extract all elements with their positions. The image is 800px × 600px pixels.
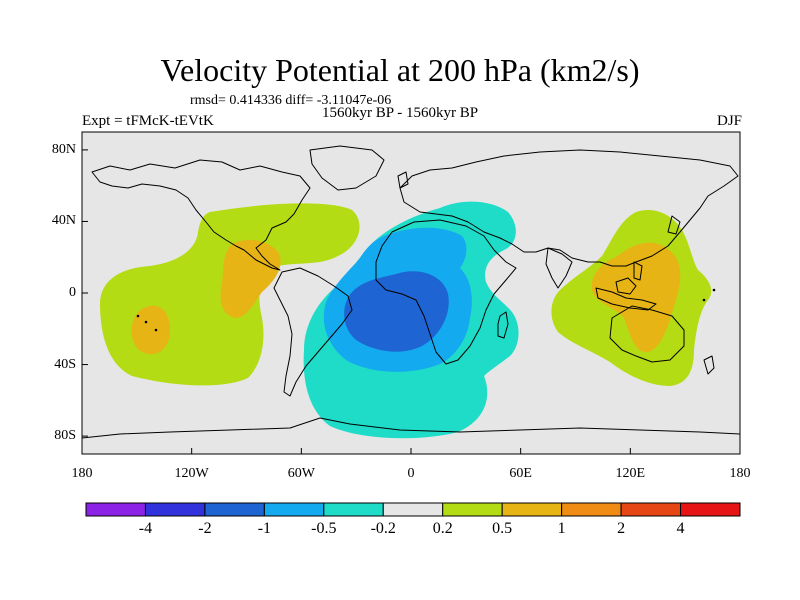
colorbar-swatch [263,502,325,517]
island-pacific [154,328,158,332]
colorbar-swatch [204,502,265,517]
season-label: DJF [716,113,742,129]
coast-borneo [615,277,637,295]
colorbar-label: -0.2 [370,520,396,537]
coast-eurasia [399,149,739,267]
colorbar-label: -1 [257,520,272,537]
y-tick-label: 80S [54,428,76,444]
colorbar-label: 1 [557,520,566,537]
coast-africa [375,219,517,365]
colorbar-swatch [680,502,741,517]
coast-japan [667,215,681,235]
colorbar-swatch [620,502,682,517]
colorbar-swatch [144,502,206,517]
colorbar-label: 0.2 [432,520,453,537]
island-pacific [712,288,716,292]
colorbar-label: 0.5 [492,520,513,537]
coast-greenland [309,145,385,191]
colorbar-label: -4 [138,520,153,537]
coast-philippines [633,261,643,281]
x-tick-label: 180 [71,466,93,481]
coastlines [82,145,740,439]
y-tick-label: 80N [51,141,76,157]
axis-ticks [81,149,741,454]
coast-madagascar [497,311,509,339]
experiment-label: Expt = tFMcK-tEVtK [82,113,214,129]
colorbar [85,502,741,517]
coast-antarctica [82,417,740,439]
x-tick-label: 120W [174,466,209,481]
coast-uk [397,171,409,189]
colorbar-label: -0.5 [311,520,337,537]
x-tick-label: 180 [729,466,751,481]
y-tick-label: 40N [51,213,76,229]
x-tick-label: 60W [287,466,315,481]
x-tick-label: 60E [509,466,532,481]
island-pacific [144,320,148,324]
island-pacific [702,298,706,302]
island-pacific [136,314,140,318]
x-tick-label: 0 [407,466,415,481]
coast-india [545,247,573,289]
colorbar-label: -2 [198,520,212,537]
colorbar-swatch [501,502,563,517]
coast-australia [609,305,685,363]
colorbar-swatch [561,502,622,517]
colorbar-swatch [382,502,444,517]
y-tick-label: 0 [69,285,76,300]
contour-fills [100,201,712,439]
colorbar-swatch [85,502,146,517]
fill-maritime-continent-positive-core [591,242,681,352]
colorbar-label: 2 [617,520,626,537]
fill-south-atlantic-negative-core [344,271,449,352]
period-label: 1560kyr BP - 1560kyr BP [322,105,479,121]
plot-title: Velocity Potential at 200 hPa (km2/s) [160,52,640,88]
y-tick-label: 40S [54,356,76,372]
stats-text: rmsd= 0.414336 diff= -3.11047e-06 [190,93,392,108]
colorbar-swatch [442,502,503,517]
coast-new-zealand [703,355,715,375]
fill-south-pacific-positive-core [131,305,170,355]
colorbar-swatch [323,502,384,517]
coast-indonesia [595,287,657,311]
colorbar-label: 4 [676,520,685,537]
x-tick-label: 120E [615,466,646,481]
coast-north-america [91,159,311,271]
coast-south-america [273,267,353,397]
